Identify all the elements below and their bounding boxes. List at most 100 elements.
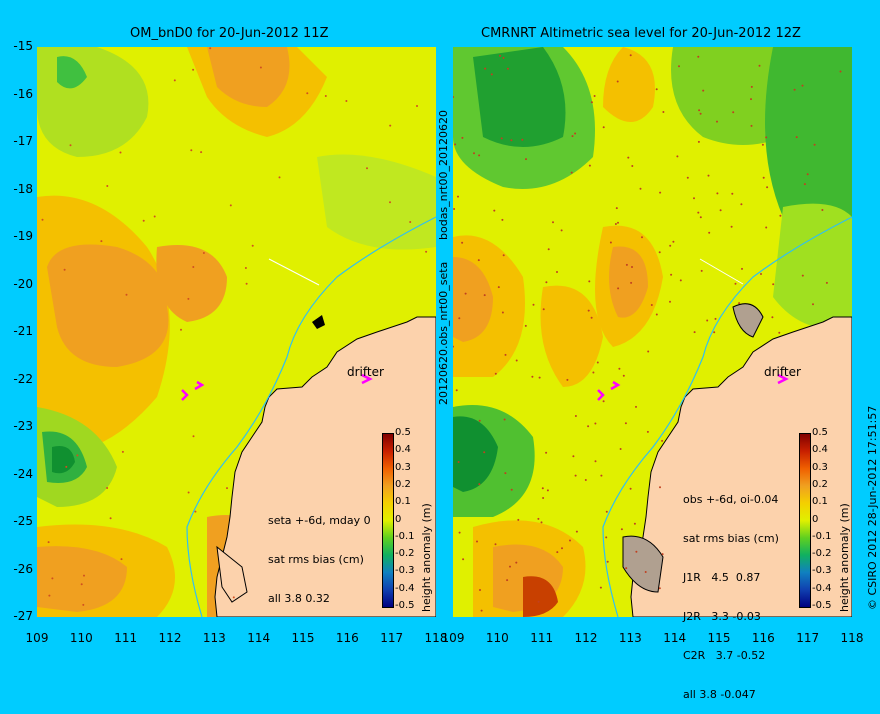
left-lon-tick: 115 — [291, 631, 315, 645]
observation-point — [541, 487, 544, 490]
observation-point — [795, 136, 798, 139]
observation-point — [494, 543, 497, 546]
observation-point — [609, 241, 612, 244]
observation-point — [547, 248, 550, 251]
observation-point — [699, 112, 702, 115]
right-colorbar-tick: -0.3 — [812, 565, 832, 577]
observation-point — [572, 455, 575, 458]
left-colorbar-tick: 0.3 — [395, 461, 411, 473]
right-lon-tick: 118 — [840, 631, 864, 645]
observation-point — [659, 191, 662, 194]
observation-point — [719, 209, 722, 212]
observation-point — [509, 565, 511, 568]
observation-point — [631, 266, 633, 268]
observation-point — [194, 510, 197, 513]
observation-point — [560, 229, 563, 232]
observation-point — [708, 231, 711, 234]
left-lon-tick: 116 — [335, 631, 359, 645]
observation-point — [670, 273, 673, 276]
right-lon-tick: 109 — [441, 631, 465, 645]
observation-point — [594, 422, 597, 425]
observation-point — [244, 267, 247, 269]
observation-point — [635, 550, 638, 553]
observation-point — [778, 331, 781, 334]
observation-point — [545, 281, 548, 284]
observation-point — [190, 149, 193, 152]
observation-point — [587, 309, 590, 312]
right-stats-line-2: sat rms bias (cm) — [683, 532, 779, 545]
observation-point — [209, 47, 212, 50]
observation-point — [600, 474, 603, 477]
observation-point — [457, 461, 460, 463]
observation-point — [453, 345, 454, 348]
observation-point — [494, 372, 497, 375]
observation-point — [500, 137, 503, 140]
observation-point — [702, 89, 705, 92]
observation-point — [713, 331, 716, 334]
observation-point — [478, 483, 481, 486]
observation-point — [741, 267, 743, 270]
observation-point — [602, 126, 605, 129]
observation-point — [633, 522, 636, 525]
observation-point — [458, 531, 461, 534]
observation-point — [614, 223, 617, 225]
observation-point — [697, 140, 700, 143]
observation-point — [661, 553, 664, 556]
observation-point — [552, 221, 554, 224]
observation-point — [542, 497, 545, 499]
observation-point — [716, 192, 719, 195]
observation-point — [521, 138, 524, 141]
observation-point — [821, 209, 824, 211]
observation-point — [100, 240, 103, 243]
right-colorbar-tick: 0.4 — [812, 444, 828, 456]
observation-point — [483, 451, 486, 454]
observation-point — [596, 361, 599, 364]
observation-point — [106, 185, 109, 187]
observation-point — [635, 405, 637, 408]
observation-point — [245, 282, 248, 285]
observation-point — [515, 561, 518, 564]
right-map-shelf-contour — [602, 216, 852, 617]
observation-point — [693, 331, 696, 334]
observation-point — [180, 328, 182, 331]
observation-point — [571, 135, 574, 138]
observation-point — [629, 54, 632, 57]
observation-point — [542, 308, 545, 311]
right-stats-line-5: C2R 3.7 -0.52 — [683, 649, 766, 662]
observation-point — [662, 111, 665, 113]
left-colorbar-tick: 0.1 — [395, 496, 411, 508]
left-colorbar-tick: 0.2 — [395, 478, 411, 490]
observation-point — [760, 273, 762, 275]
observation-point — [109, 517, 112, 520]
observation-point — [477, 259, 480, 262]
observation-point — [192, 68, 195, 71]
observation-point — [389, 124, 392, 127]
observation-point — [478, 154, 481, 157]
right-colorbar-tick: 0.5 — [812, 427, 828, 438]
observation-point — [324, 95, 327, 97]
observation-point — [484, 67, 487, 70]
observation-point — [813, 143, 816, 146]
observation-point — [730, 225, 733, 228]
observation-point — [202, 252, 205, 254]
left-colorbar-tick: -0.5 — [395, 600, 415, 611]
observation-point — [707, 174, 710, 177]
left-map-panel — [37, 47, 436, 617]
observation-point — [622, 374, 625, 377]
observation-point — [80, 583, 83, 586]
observation-point — [625, 263, 628, 266]
left-lat-tick: -26 — [13, 561, 33, 576]
observation-point — [462, 558, 465, 561]
left-colorbar-tick: -0.2 — [395, 548, 415, 560]
observation-point — [738, 302, 741, 305]
observation-point — [762, 176, 765, 179]
observation-point — [650, 304, 653, 306]
observation-point — [454, 143, 457, 146]
right-lon-tick: 117 — [796, 631, 820, 645]
left-map-shelf-contour — [186, 216, 436, 617]
observation-point — [641, 236, 643, 239]
right-stats-line-6: all 3.8 -0.047 — [683, 688, 756, 701]
observation-point — [259, 66, 262, 69]
observation-point — [761, 143, 764, 146]
observation-point — [700, 269, 703, 272]
